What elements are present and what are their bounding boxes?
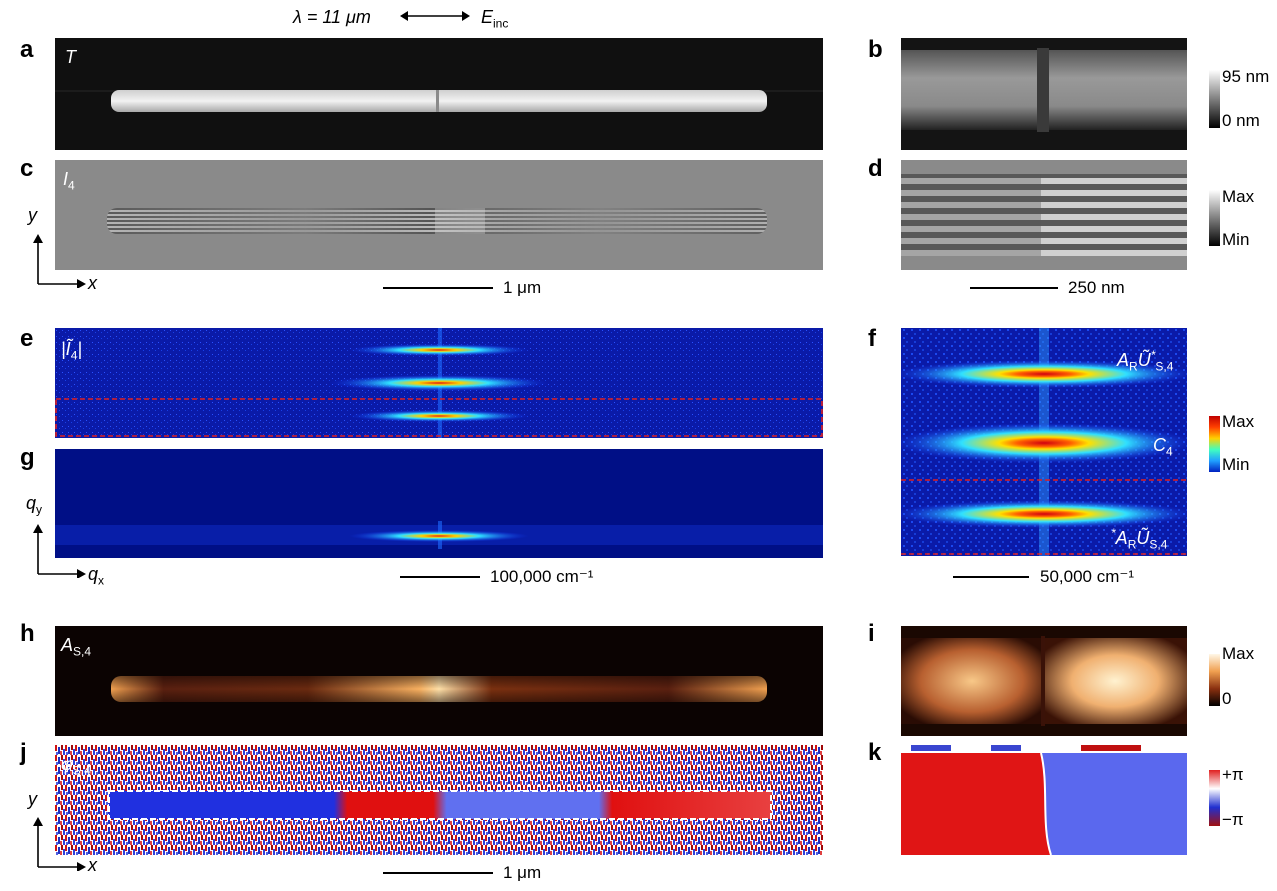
panel-f-mid-label: C4: [1153, 435, 1173, 459]
panel-label-b: b: [868, 36, 883, 63]
axis-qy-label: qy: [26, 493, 43, 517]
panel-label-k: k: [868, 739, 882, 766]
panel-label-f: f: [868, 325, 876, 352]
axis-qx-label: qx: [88, 564, 105, 588]
panel-a-inset-label: T: [65, 47, 76, 67]
colorbar-k-max: +π: [1222, 765, 1244, 784]
scalebar-c-label: 1 μm: [503, 278, 542, 297]
colorbar-d-min: Min: [1222, 230, 1250, 249]
panel-label-d: d: [868, 155, 883, 182]
panel-f-top-label: ARŨ*S,4: [1117, 348, 1174, 374]
panel-label-i: i: [868, 620, 875, 647]
colorbar-f: [1209, 416, 1220, 472]
axis-y-label-top: y: [28, 205, 37, 225]
colorbar-k: [1209, 770, 1220, 826]
panel-h-amplitude: AS,4: [55, 626, 823, 736]
panel-j-inset-label: φS,4: [61, 754, 91, 778]
panel-g-filtered-fourier: [55, 449, 823, 558]
panel-f-bot-label: *ARŨS,4: [1111, 526, 1168, 552]
scalebar-f: [953, 576, 1029, 578]
panel-b-topography-zoom: [901, 38, 1187, 150]
colorbar-i-max: Max: [1222, 644, 1255, 663]
wavelength-label: λ = 11 μm: [293, 7, 371, 27]
colorbar-d: [1209, 190, 1220, 246]
colorbar-b: [1209, 70, 1220, 128]
scalebar-c: [383, 287, 493, 289]
colorbar-b-max: 95 nm: [1222, 67, 1270, 86]
scalebar-g: [400, 576, 480, 578]
q-axes: [28, 522, 88, 578]
scalebar-f-label: 50,000 cm⁻¹: [1040, 567, 1135, 586]
panel-d-interferogram-zoom: [901, 160, 1187, 270]
panel-k-phase-zoom: [901, 745, 1187, 855]
scalebar-g-label: 100,000 cm⁻¹: [490, 567, 594, 586]
panel-label-e: e: [20, 325, 34, 352]
scalebar-j: [383, 872, 493, 874]
scalebar-d-label: 250 nm: [1068, 278, 1125, 297]
panel-label-c: c: [20, 155, 34, 182]
axis-y-label-bottom: y: [28, 789, 37, 809]
colorbar-b-min: 0 nm: [1222, 111, 1260, 130]
colorbar-i-min: 0: [1222, 689, 1232, 708]
axis-x-label-top: x: [88, 273, 97, 293]
polarization-arrow: [400, 8, 470, 24]
xy-axes-bottom: [28, 815, 88, 871]
panel-c-inset-label: I4: [63, 169, 75, 193]
panel-c-interferogram: I4: [55, 160, 823, 270]
panel-h-inset-label: AS,4: [61, 635, 92, 659]
colorbar-k-min: −π: [1222, 810, 1244, 829]
colorbar-f-max: Max: [1222, 412, 1255, 431]
panel-i-amplitude-zoom: [901, 626, 1187, 736]
colorbar-f-min: Min: [1222, 455, 1250, 474]
xy-axes-top: [28, 232, 88, 288]
panel-f-fourier-zoom: ARŨ*S,4 C4 *ARŨS,4: [901, 328, 1187, 556]
panel-e-inset-label: |Ĩ4|: [61, 339, 83, 363]
panel-j-phase: φS,4: [55, 745, 823, 855]
incident-field-label: Einc: [481, 7, 509, 31]
panel-a-topography: T: [55, 38, 823, 150]
panel-label-h: h: [20, 620, 35, 647]
colorbar-i: [1209, 654, 1220, 706]
panel-e-fourier-magnitude: |Ĩ4|: [55, 328, 823, 438]
panel-label-a: a: [20, 36, 34, 63]
scalebar-j-label: 1 μm: [503, 863, 542, 882]
colorbar-d-max: Max: [1222, 187, 1255, 206]
panel-label-j: j: [20, 739, 27, 766]
panel-label-g: g: [20, 444, 35, 471]
scalebar-d: [970, 287, 1058, 289]
axis-x-label-bottom: x: [88, 855, 97, 875]
